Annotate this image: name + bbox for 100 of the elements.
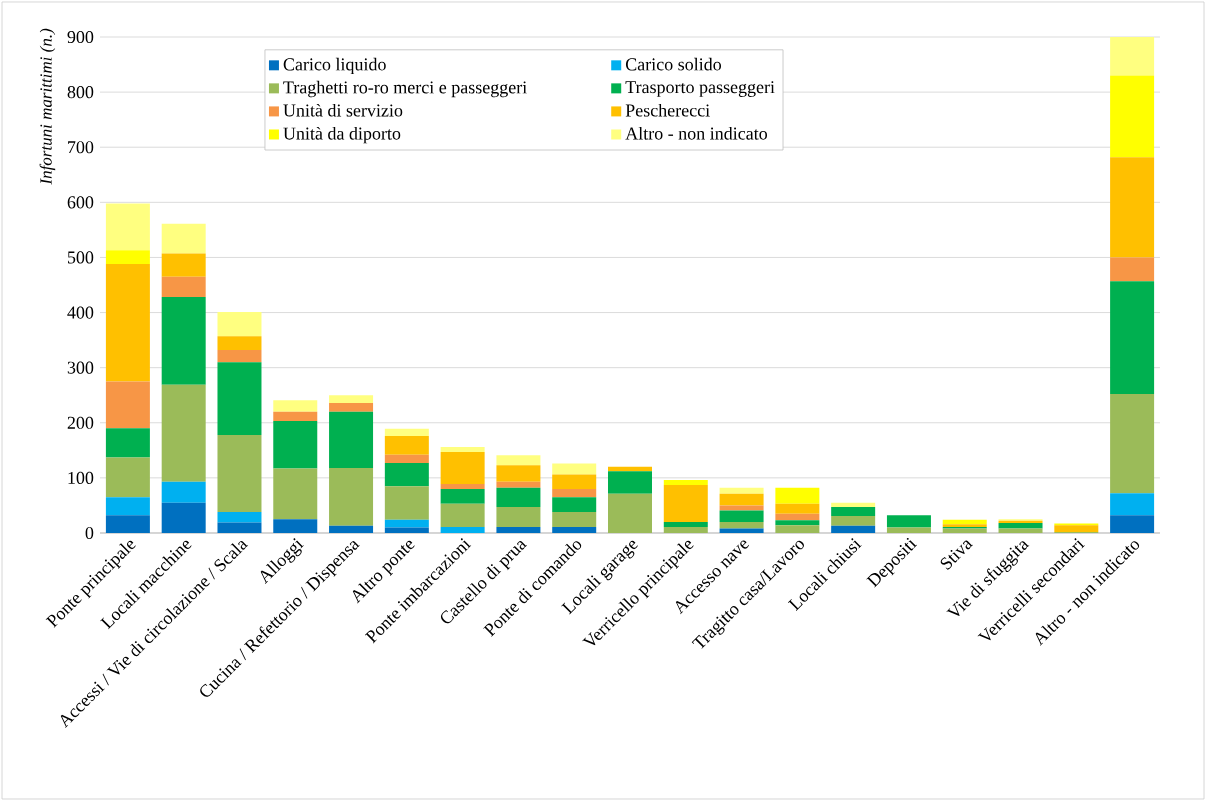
bar bbox=[273, 411, 318, 422]
bar bbox=[831, 502, 876, 508]
bar bbox=[998, 528, 1043, 533]
bar bbox=[1110, 394, 1155, 494]
bar bbox=[217, 522, 262, 533]
bar bbox=[1110, 493, 1155, 516]
bar bbox=[831, 507, 876, 516]
bar bbox=[384, 435, 429, 455]
y-tick-label: 400 bbox=[67, 306, 94, 319]
legend-label: Altro - non indicato bbox=[625, 126, 768, 140]
bar bbox=[440, 503, 485, 527]
bar bbox=[775, 503, 820, 514]
bar bbox=[161, 297, 206, 385]
y-tick-label: 500 bbox=[67, 251, 94, 264]
y-tick-label: 900 bbox=[67, 30, 94, 44]
bar bbox=[105, 203, 150, 251]
bar bbox=[552, 463, 597, 475]
bar bbox=[663, 485, 708, 522]
legend-label: Traghetti ro-ro merci e passeggeri bbox=[283, 80, 527, 98]
bar bbox=[1110, 157, 1155, 258]
bar bbox=[273, 400, 318, 412]
bar bbox=[719, 510, 764, 522]
bar bbox=[161, 276, 206, 298]
bar bbox=[552, 474, 597, 489]
bar bbox=[329, 525, 374, 533]
bar bbox=[384, 454, 429, 463]
bar bbox=[663, 480, 708, 486]
bar bbox=[663, 526, 708, 533]
bar bbox=[273, 468, 318, 520]
bar bbox=[440, 447, 485, 452]
bar bbox=[608, 493, 652, 533]
bar bbox=[775, 513, 820, 521]
bar bbox=[384, 486, 429, 520]
bar bbox=[719, 528, 764, 533]
bar bbox=[384, 519, 429, 528]
bar bbox=[775, 520, 820, 526]
bar bbox=[161, 481, 206, 503]
bar bbox=[440, 526, 485, 533]
bar bbox=[440, 488, 485, 504]
bar bbox=[831, 515, 876, 526]
bar bbox=[217, 312, 262, 337]
bar bbox=[105, 497, 150, 516]
bar bbox=[161, 502, 206, 533]
bar bbox=[942, 528, 987, 533]
bar bbox=[1110, 75, 1155, 158]
bar bbox=[608, 471, 652, 494]
y-tick-label: 600 bbox=[67, 196, 94, 209]
bar bbox=[1110, 37, 1155, 76]
bar bbox=[273, 421, 318, 469]
bar bbox=[1110, 515, 1155, 533]
bar bbox=[105, 515, 150, 533]
legend-label: Unità di servizio bbox=[283, 103, 403, 117]
legend-label: Carico liquido bbox=[283, 57, 386, 75]
bar bbox=[217, 336, 262, 351]
bar bbox=[608, 466, 652, 472]
bar bbox=[161, 223, 206, 254]
bar bbox=[217, 512, 262, 523]
bar bbox=[552, 497, 597, 513]
bar bbox=[552, 488, 597, 498]
bar bbox=[1110, 257, 1155, 282]
bar bbox=[384, 463, 429, 487]
legend-label: Unità da diporto bbox=[283, 126, 401, 144]
bar bbox=[105, 250, 150, 265]
y-tick-label: 200 bbox=[67, 416, 94, 429]
bar bbox=[440, 483, 485, 489]
bar bbox=[496, 507, 541, 527]
bar bbox=[775, 487, 820, 504]
bar bbox=[1054, 525, 1099, 532]
bar bbox=[719, 487, 764, 494]
bar bbox=[384, 527, 429, 533]
bar bbox=[161, 384, 206, 482]
bar bbox=[496, 526, 541, 533]
bar bbox=[663, 521, 708, 527]
x-tick-label: Stiva bbox=[940, 540, 974, 570]
y-tick-label: 300 bbox=[67, 361, 94, 374]
bar bbox=[329, 467, 374, 526]
legend-label: Pescherecci bbox=[625, 103, 710, 117]
bar bbox=[217, 362, 262, 435]
legend-label: Carico solido bbox=[625, 57, 722, 71]
bar bbox=[105, 428, 150, 458]
bar bbox=[719, 521, 764, 529]
bar bbox=[886, 527, 931, 533]
y-tick-label: 800 bbox=[67, 86, 94, 99]
bar bbox=[440, 451, 485, 484]
bar bbox=[998, 523, 1043, 529]
bar bbox=[552, 526, 597, 533]
bar bbox=[161, 253, 206, 277]
bar bbox=[886, 515, 931, 528]
y-tick-label: 0 bbox=[85, 526, 94, 540]
bar bbox=[831, 525, 876, 533]
bar bbox=[1110, 281, 1155, 395]
bar bbox=[496, 481, 541, 488]
y-axis-title: Infortuni marittimi (n.) bbox=[39, 28, 56, 185]
bar bbox=[217, 350, 262, 363]
bar bbox=[105, 381, 150, 429]
bar bbox=[105, 264, 150, 382]
y-tick-label: 700 bbox=[68, 141, 94, 154]
bar bbox=[329, 395, 374, 403]
bar bbox=[105, 457, 150, 498]
bar bbox=[496, 455, 541, 466]
